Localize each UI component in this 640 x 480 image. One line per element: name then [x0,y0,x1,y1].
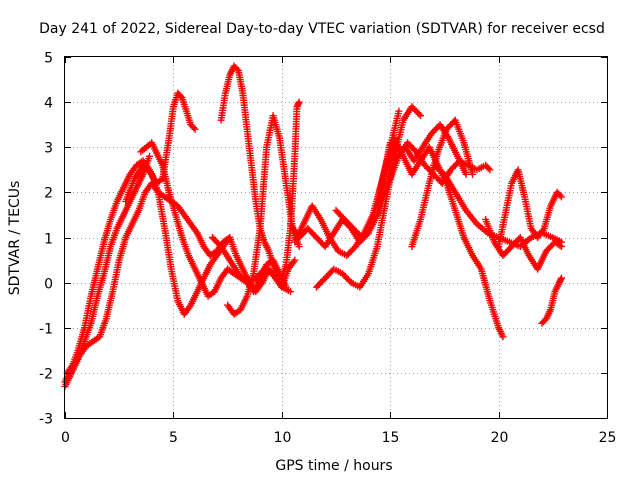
data-point-arc-17 [557,243,565,251]
data-point-arc-10 [395,107,403,115]
x-tick-label: 20 [491,430,509,446]
y-tick-label: 2 [44,186,53,202]
data-point-arc-4 [146,169,154,177]
data-point-arc-3 [146,152,154,160]
axis-ticks: 0 5 10 15 20 25 -3 -2 -1 0 1 2 3 4 5 [39,51,616,447]
data-point-arc-11 [346,277,354,285]
x-tick-label: 0 [61,430,70,446]
data-point-arc-1 [190,124,198,132]
x-tick-label: 15 [382,430,400,446]
data-point-arc-12 [365,226,373,234]
data-point-arc-18 [556,191,564,199]
data-point-arc-19 [557,274,565,282]
y-axis-label: SDTVAR / TECUs [7,181,23,296]
plot-frame [64,56,608,419]
y-tick-label: 0 [44,277,53,293]
y-tick-label: 4 [44,96,53,112]
data-point-arc-14 [484,164,492,172]
data-point-arc-19 [557,276,565,284]
y-tick-label: -1 [39,322,53,338]
data-point-arc-18 [557,193,565,201]
x-tick-label: 5 [169,430,178,446]
x-tick-label: 25 [599,430,617,446]
data-point-arc-11 [417,112,425,120]
chart-title: Day 241 of 2022, Sidereal Day-to-day VTE… [39,21,605,37]
data-point-arc-6 [295,98,303,106]
y-tick-label: 1 [44,232,53,248]
data-points [61,62,565,390]
data-point-arc-6 [294,100,302,108]
x-axis-label: GPS time / hours [275,458,392,474]
data-point-arc-6 [233,65,241,73]
y-tick-label: -2 [39,367,53,383]
x-tick-label: 10 [274,430,292,446]
data-point-arc-4 [291,256,299,264]
y-tick-label: 3 [44,141,53,157]
data-point-arc-13 [499,333,507,341]
data-point-arc-17 [556,241,564,249]
data-point-arc-11 [415,110,423,118]
data-point-arc-1 [157,176,165,184]
data-point-arc-1 [177,92,185,100]
y-tick-label: 5 [44,51,53,67]
data-point-arc-15 [469,170,477,178]
grid [65,57,607,418]
data-point-arc-14 [486,166,494,174]
data-point-arc-12 [462,170,470,178]
data-point-arc-1 [191,125,199,133]
data-point-arc-7 [295,243,303,251]
data-point-arc-8 [286,288,294,296]
y-tick-label: -3 [39,412,53,428]
